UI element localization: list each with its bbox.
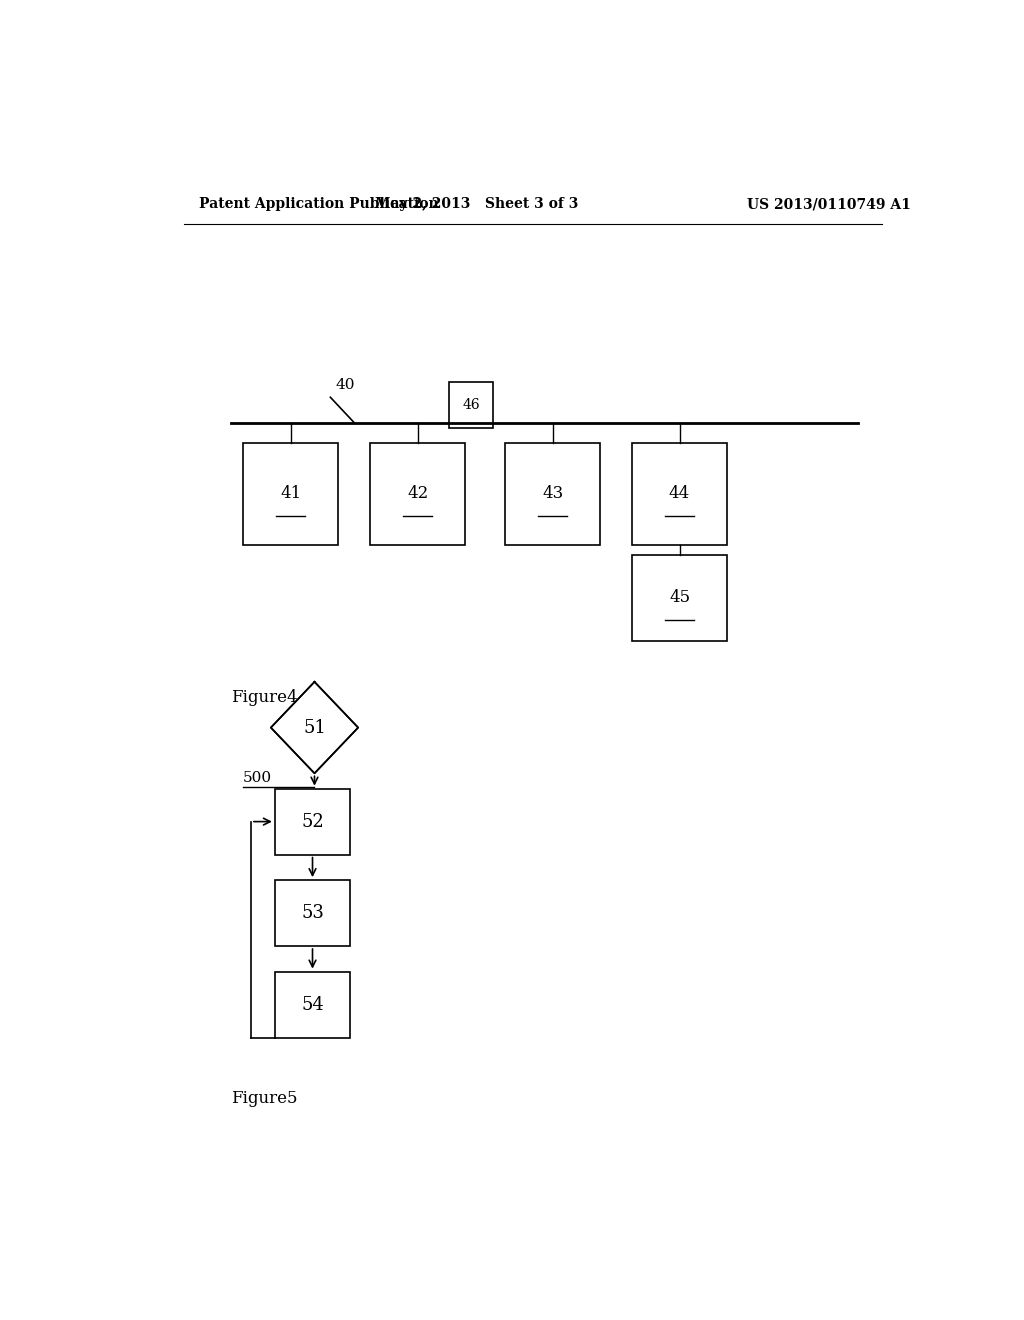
Bar (632, 444, 727, 545)
Text: Figure4: Figure4 (231, 689, 298, 706)
Bar (632, 554, 727, 642)
Bar (274, 788, 350, 854)
Bar (274, 972, 350, 1038)
Text: 52: 52 (301, 813, 324, 830)
Bar (370, 444, 465, 545)
Text: US 2013/0110749 A1: US 2013/0110749 A1 (748, 197, 911, 211)
Text: 41: 41 (280, 486, 301, 503)
Text: 40: 40 (336, 378, 355, 392)
Bar (243, 444, 338, 545)
Text: 43: 43 (542, 486, 563, 503)
Bar (274, 880, 350, 946)
Polygon shape (270, 682, 358, 774)
Bar (450, 381, 494, 428)
Text: May 2, 2013   Sheet 3 of 3: May 2, 2013 Sheet 3 of 3 (376, 197, 579, 211)
Text: Patent Application Publication: Patent Application Publication (200, 197, 439, 211)
Text: 51: 51 (303, 718, 326, 737)
Text: 44: 44 (669, 486, 690, 503)
Text: 45: 45 (669, 590, 690, 606)
Text: Figure5: Figure5 (231, 1090, 298, 1107)
Bar (505, 444, 600, 545)
Text: 42: 42 (407, 486, 428, 503)
Text: 46: 46 (463, 397, 480, 412)
Text: 54: 54 (301, 995, 324, 1014)
Text: 500: 500 (243, 771, 272, 785)
Text: 53: 53 (301, 904, 324, 923)
